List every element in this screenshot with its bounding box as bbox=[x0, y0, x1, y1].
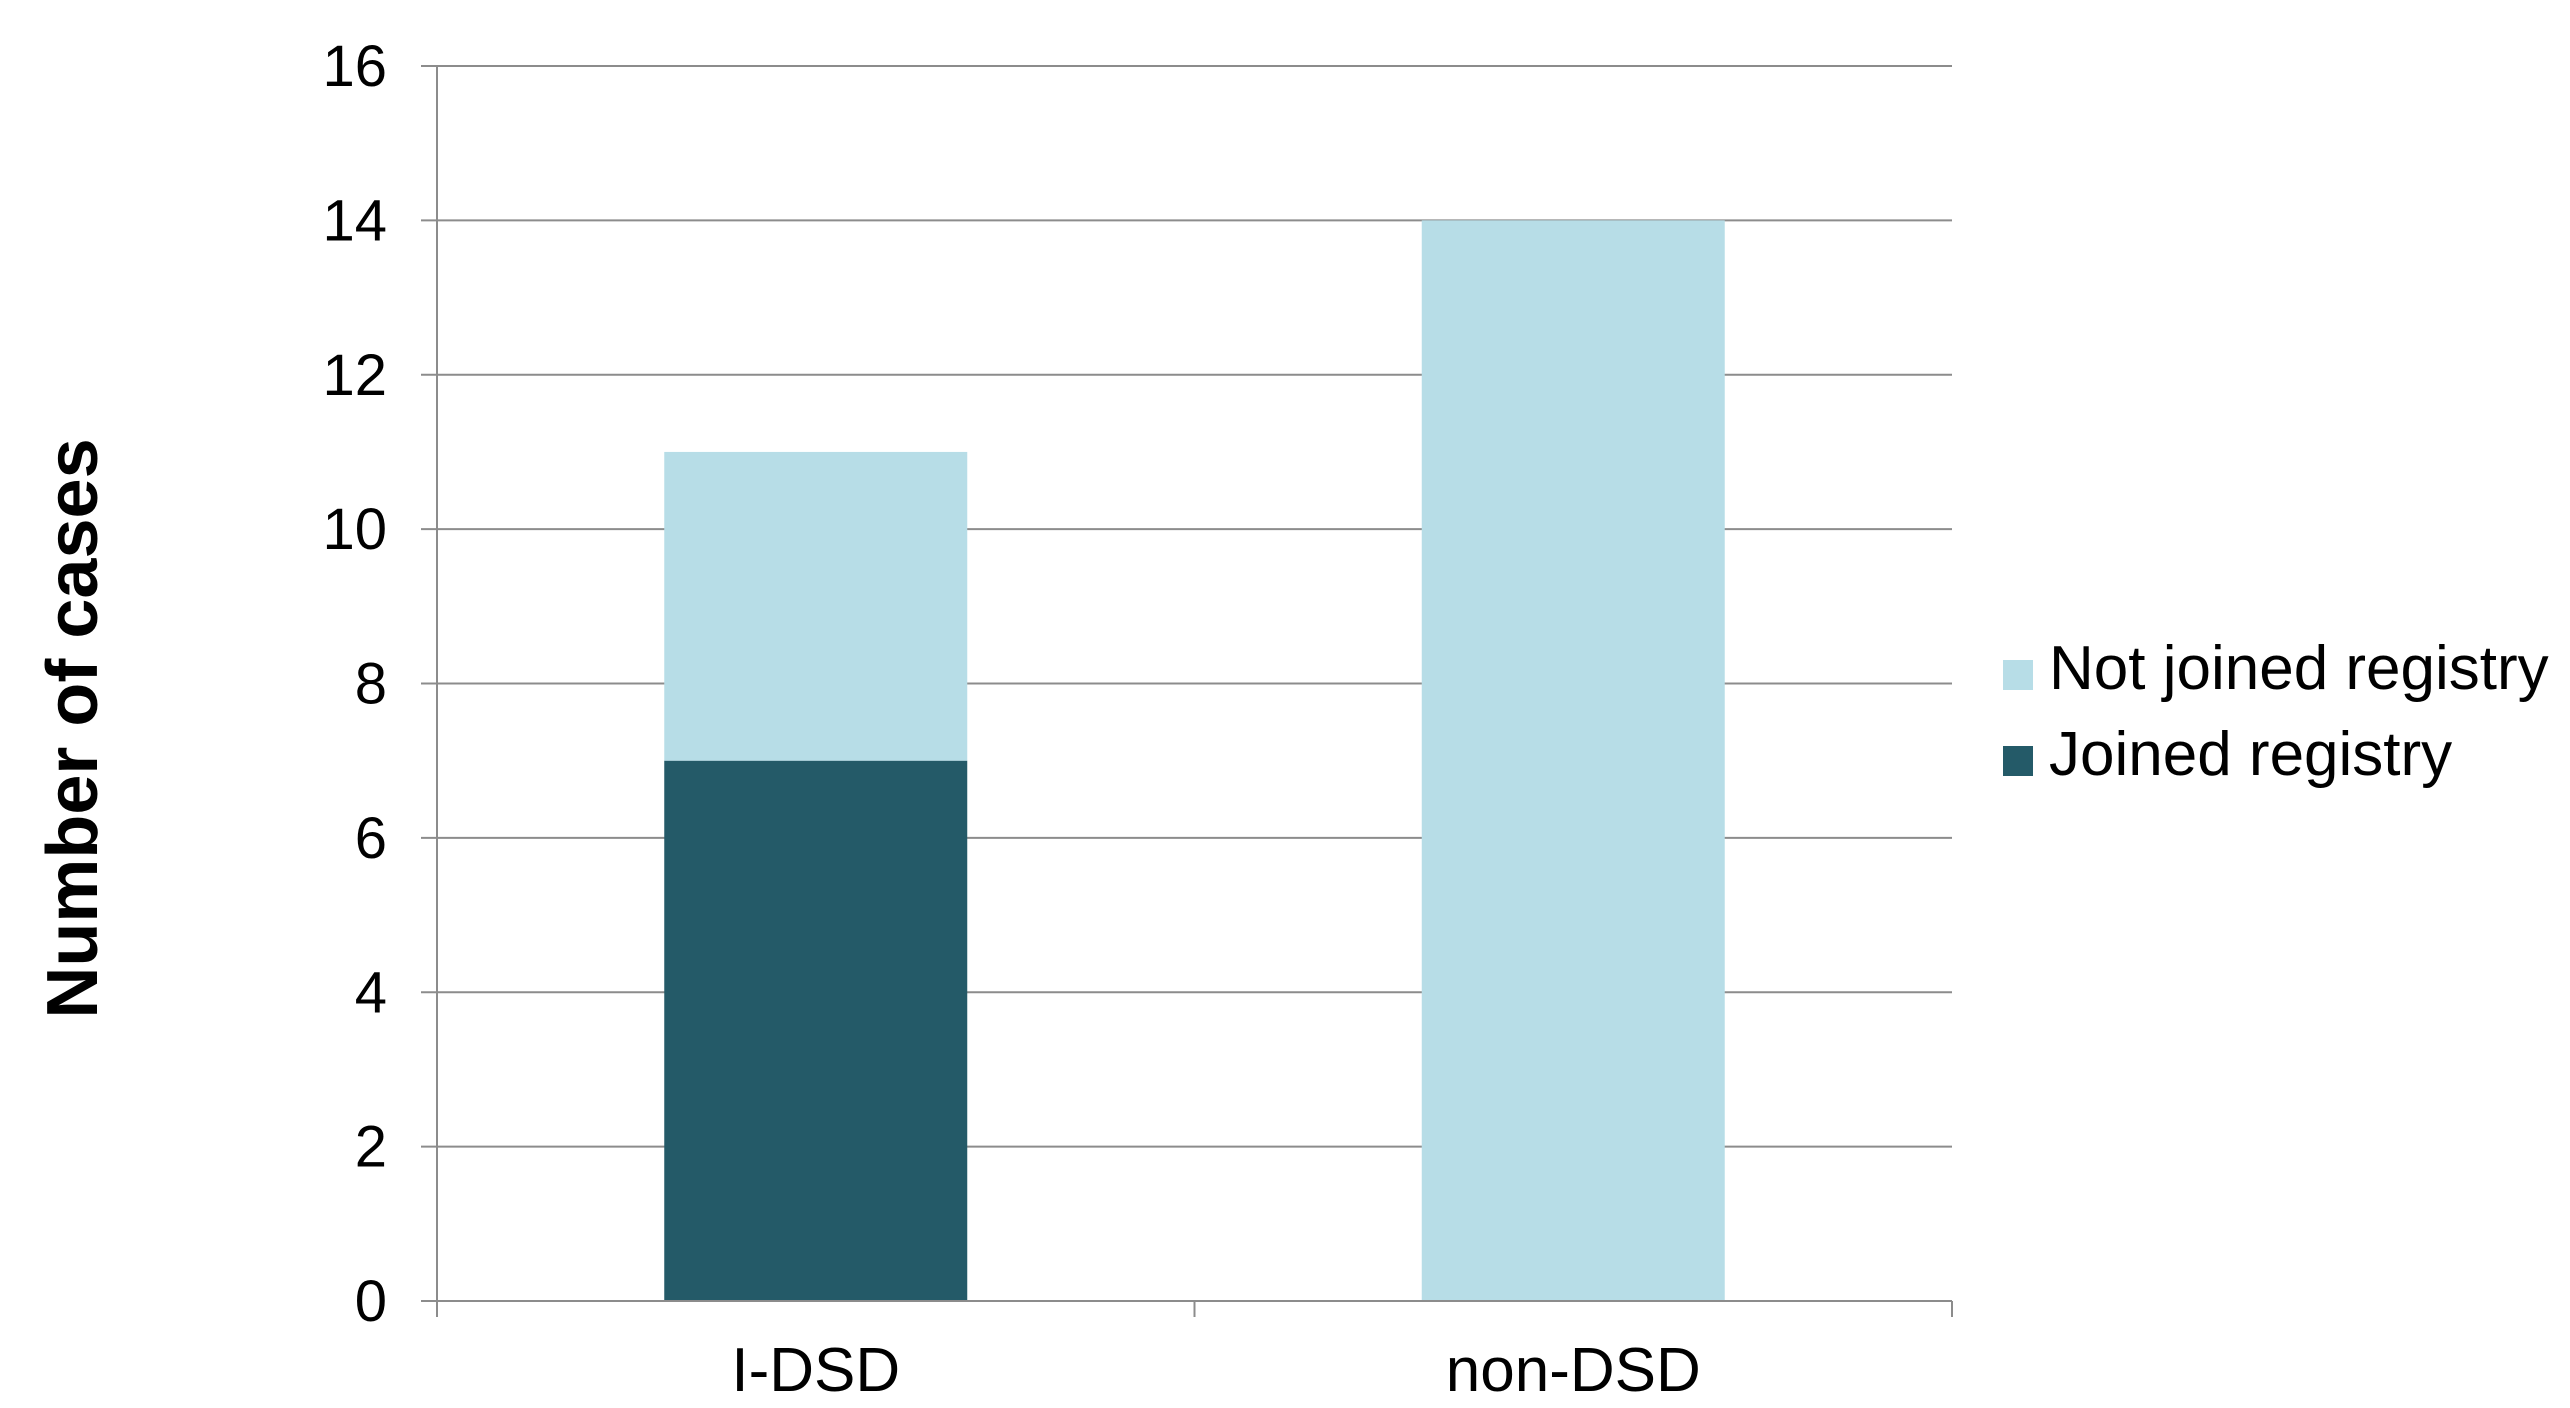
legend: Not joined registry Joined registry bbox=[2003, 634, 2549, 789]
bar-i-dsd-not-joined-registry bbox=[664, 451, 968, 761]
y-tick-label: 0 bbox=[355, 1269, 387, 1334]
y-tick-label: 8 bbox=[355, 652, 387, 717]
bars bbox=[664, 220, 1725, 1301]
y-tick-label: 2 bbox=[355, 1115, 387, 1180]
y-tick-label: 6 bbox=[355, 806, 387, 871]
labels: 0 2 4 6 8 10 12 14 16 I-DSD non-DSD Number of cases bbox=[33, 34, 1701, 1405]
legend-label-joined-registry: Joined registry bbox=[2049, 720, 2452, 789]
legend-swatch-not-joined-registry bbox=[2003, 660, 2033, 690]
y-axis-title: Number of cases bbox=[33, 438, 113, 1018]
x-tick-label: non-DSD bbox=[1446, 1336, 1701, 1403]
y-tick-label: 14 bbox=[322, 188, 387, 253]
bar-i-dsd-joined-registry bbox=[664, 760, 968, 1301]
axes bbox=[421, 65, 1953, 1317]
y-tick-label: 16 bbox=[322, 34, 387, 99]
y-tick-label: 10 bbox=[322, 497, 387, 562]
bar-non-dsd-not-joined-registry bbox=[1421, 220, 1725, 1301]
legend-label-not-joined-registry: Not joined registry bbox=[2049, 634, 2549, 703]
legend-swatch-joined-registry bbox=[2003, 746, 2033, 776]
y-tick-label: 12 bbox=[322, 343, 387, 408]
y-tick-label: 4 bbox=[355, 960, 387, 1025]
x-tick-label: I-DSD bbox=[731, 1336, 900, 1403]
